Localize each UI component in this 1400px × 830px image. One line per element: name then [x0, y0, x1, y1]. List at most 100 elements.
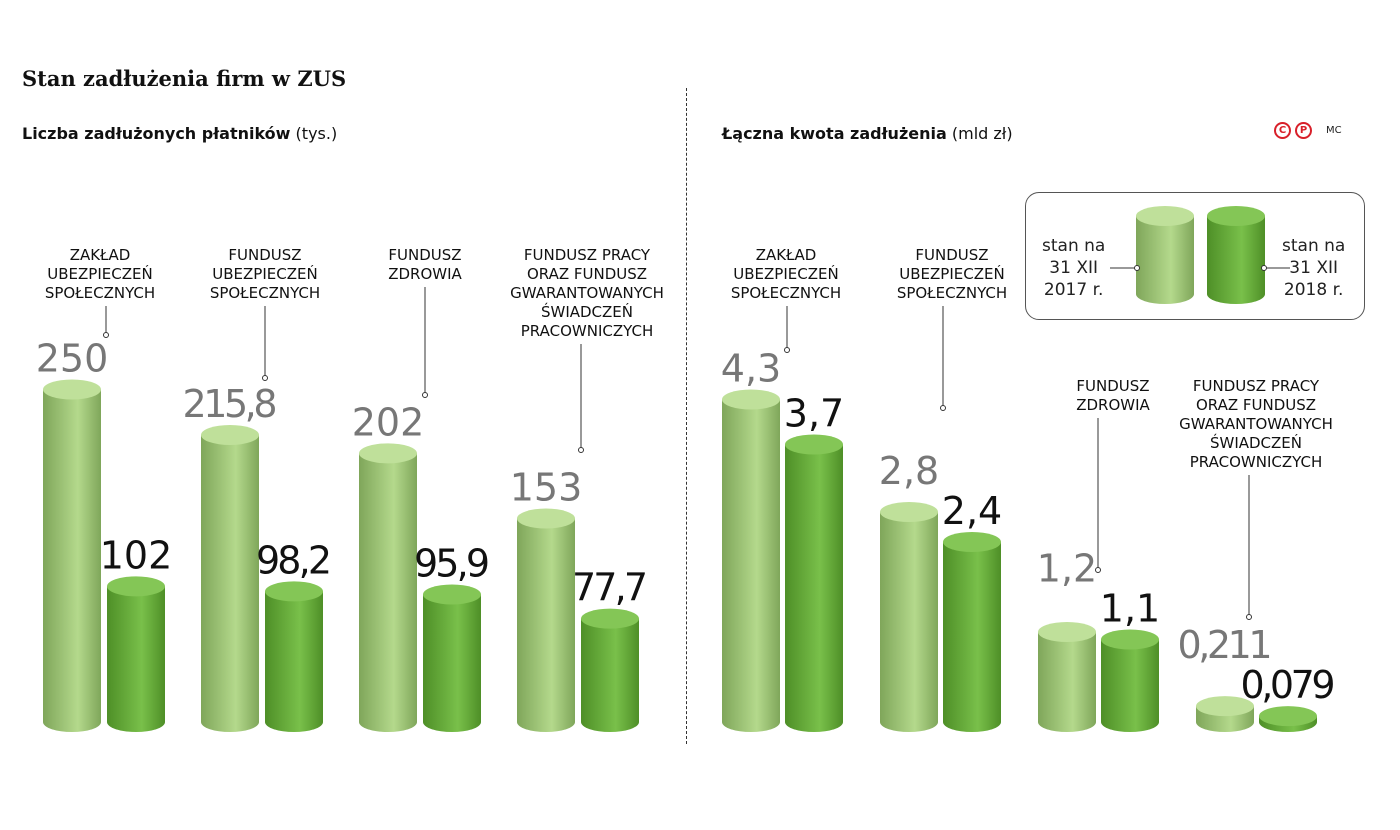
category-label: SPOŁECZNYCH: [731, 284, 841, 302]
data-label: 1,2: [1037, 547, 1097, 591]
legend-line: stan na: [1282, 236, 1346, 256]
bar-2017: [359, 443, 417, 732]
author-initials: MC: [1326, 125, 1342, 136]
cylinder-body: [201, 434, 259, 722]
cylinder-top: [943, 532, 1001, 552]
data-label: 98,2: [256, 538, 332, 582]
category-label: GWARANTOWANYCH: [510, 284, 664, 302]
data-label: 77,7: [572, 566, 648, 610]
data-label: 202: [352, 400, 425, 444]
category-label: ZDROWIA: [1076, 396, 1150, 414]
legend-dot: [1134, 265, 1140, 271]
bar-2018: [581, 608, 639, 732]
data-label: 2,4: [942, 489, 1002, 533]
bar-2017: [517, 508, 575, 732]
category-label: UBEZPIECZEŃ: [733, 264, 838, 283]
data-label: 153: [510, 466, 583, 510]
cylinder-body: [1207, 216, 1265, 294]
data-label: 0,211: [1178, 623, 1273, 667]
cylinder-top: [722, 389, 780, 410]
category-label: ZDROWIA: [388, 265, 462, 283]
legend-label-2017: stan na 31 XII 2017 r.: [1042, 235, 1105, 301]
bar-2017: [722, 389, 780, 732]
cylinder-top: [43, 379, 101, 400]
category-label: UBEZPIECZEŃ: [47, 264, 152, 283]
right-chart-unit: (mld zł): [951, 124, 1013, 143]
cylinder-top: [423, 584, 481, 605]
cylinder-top: [1136, 206, 1194, 226]
cylinder-top: [201, 424, 259, 445]
right-chart-title-bold: Łączna kwota zadłużenia: [722, 124, 947, 143]
cylinder-top: [581, 608, 639, 629]
data-label: 250: [36, 337, 109, 381]
left-chart-unit: (tys.): [295, 124, 338, 143]
cylinder-top: [1196, 696, 1254, 717]
credit: C P MC: [1274, 122, 1342, 139]
data-label: 0,079: [1241, 663, 1336, 707]
right-chart-title: Łączna kwota zadłużenia (mld zł): [722, 124, 1013, 143]
leader-dot: [578, 447, 584, 453]
leader-dot: [1095, 567, 1101, 573]
left-chart-title: Liczba zadłużonych płatników (tys.): [22, 124, 337, 143]
data-label: 102: [100, 533, 173, 577]
cylinder-body: [943, 542, 1001, 722]
category-label: FUNDUSZ: [388, 246, 461, 264]
category-label: PRACOWNICZYCH: [521, 322, 653, 340]
bar-2018: [785, 434, 843, 732]
panel-divider: [686, 88, 687, 744]
phonogram-icon: P: [1295, 122, 1312, 139]
data-label: 2,8: [879, 449, 939, 493]
category-label: ŚWIADCZEŃ: [1210, 433, 1302, 452]
category-label: SPOŁECZNYCH: [897, 284, 1007, 302]
legend-line: stan na: [1042, 236, 1106, 256]
legend-label-2018: stan na 31 XII 2018 r.: [1282, 235, 1345, 301]
cylinder-top: [359, 443, 417, 464]
cylinder-body: [423, 594, 481, 722]
leader-dot: [940, 405, 946, 411]
bar-2017: [1038, 622, 1096, 732]
bar-2017: [1196, 696, 1254, 732]
category-label: ZAKŁAD: [756, 246, 817, 264]
category-label: PRACOWNICZYCH: [1190, 453, 1322, 471]
cylinder-body: [43, 389, 101, 722]
cylinder-top: [107, 576, 165, 597]
category-label: FUNDUSZ PRACY: [1193, 377, 1320, 395]
bar-2018: [943, 532, 1001, 732]
bar-2018: [1259, 706, 1317, 732]
category-label: ORAZ FUNDUSZ: [527, 265, 647, 283]
cylinder-body: [1101, 639, 1159, 722]
legend-line: 2017 r.: [1043, 280, 1104, 300]
bar-2017: [43, 379, 101, 732]
bar-2018: [1101, 629, 1159, 732]
legend-swatch-2018: [1207, 206, 1265, 304]
leader-dot: [1246, 614, 1252, 620]
category-label: FUNDUSZ: [228, 246, 301, 264]
cylinder-body: [1136, 216, 1194, 294]
cylinder-top: [517, 508, 575, 529]
category-label: FUNDUSZ: [1076, 377, 1149, 395]
cylinder-body: [359, 453, 417, 722]
leader-dot: [422, 392, 428, 398]
bar-2018: [265, 581, 323, 732]
bar-2017: [880, 502, 938, 732]
category-label: SPOŁECZNYCH: [45, 284, 155, 302]
cylinder-top: [1259, 706, 1317, 727]
cylinder-body: [107, 586, 165, 722]
legend-swatch-2017: [1136, 206, 1194, 304]
legend-line: 2018 r.: [1283, 280, 1344, 300]
category-label: UBEZPIECZEŃ: [899, 264, 1004, 283]
cylinder-top: [1207, 206, 1265, 226]
cylinder-top: [265, 581, 323, 602]
cylinder-body: [785, 444, 843, 722]
category-label: GWARANTOWANYCH: [1179, 415, 1333, 433]
cylinder-body: [1038, 632, 1096, 722]
data-label: 215,8: [183, 382, 278, 426]
data-label: 4,3: [721, 347, 781, 391]
category-label: ZAKŁAD: [70, 246, 131, 264]
left-chart-title-bold: Liczba zadłużonych płatników: [22, 124, 291, 143]
legend-dot: [1261, 265, 1267, 271]
category-label: UBEZPIECZEŃ: [212, 264, 317, 283]
legend: stan na 31 XII 2017 r. stan na 31 XII 20…: [1025, 192, 1365, 320]
leader-dot: [262, 375, 268, 381]
